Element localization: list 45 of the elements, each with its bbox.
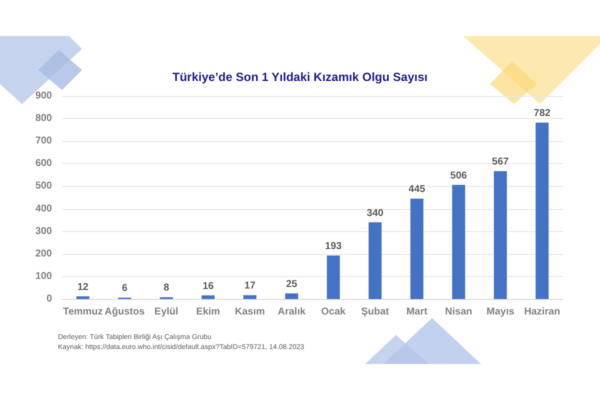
x-tick-label: Eylül xyxy=(154,306,179,318)
y-tick-label: 100 xyxy=(35,270,52,282)
bar xyxy=(368,222,382,299)
data-label: 506 xyxy=(450,170,468,182)
bar xyxy=(202,295,215,299)
x-tick-label: Mart xyxy=(406,306,428,318)
bar xyxy=(410,198,424,299)
y-tick-label: 300 xyxy=(35,226,52,237)
data-label: 25 xyxy=(286,278,298,290)
data-label: 193 xyxy=(325,240,342,252)
data-label: 12 xyxy=(77,282,89,293)
data-label: 445 xyxy=(408,184,426,196)
bar xyxy=(76,296,90,299)
data-label: 8 xyxy=(164,282,170,294)
y-tick-label: 800 xyxy=(35,113,52,124)
y-tick-label: 900 xyxy=(35,90,52,102)
data-label: 6 xyxy=(122,283,128,294)
x-tick-label: Aralık xyxy=(278,306,306,318)
x-tick-label: Temmuz xyxy=(62,306,103,318)
x-tick-label: Ağustos xyxy=(104,306,146,318)
bar xyxy=(285,293,298,299)
y-tick-label: 500 xyxy=(35,180,52,192)
data-label: 782 xyxy=(534,108,551,120)
y-tick-label: 0 xyxy=(46,294,52,304)
data-label: 567 xyxy=(492,156,510,168)
x-tick-label: Mayıs xyxy=(486,306,515,318)
y-tick-label: 400 xyxy=(35,203,52,214)
bar xyxy=(536,122,549,299)
data-label: 17 xyxy=(244,280,256,292)
bar xyxy=(243,295,256,299)
x-tick-label: Ocak xyxy=(321,306,346,318)
x-tick-label: Şubat xyxy=(361,306,390,318)
y-tick-label: 200 xyxy=(35,248,52,260)
chart-title: Türkiye’de Son 1 Yıldaki Kızamık Olgu Sayısı xyxy=(172,70,428,84)
y-tick-label: 700 xyxy=(35,136,52,147)
x-tick-label: Haziran xyxy=(524,306,560,318)
x-tick-label: Nisan xyxy=(445,306,472,318)
bar xyxy=(326,255,340,299)
x-tick-label: Kasım xyxy=(234,306,265,318)
data-label: 340 xyxy=(366,208,384,219)
bar xyxy=(452,184,466,299)
data-label: 16 xyxy=(202,280,214,292)
bar xyxy=(494,171,507,299)
x-tick-label: Ekim xyxy=(196,306,220,318)
y-tick-label: 600 xyxy=(35,158,52,170)
